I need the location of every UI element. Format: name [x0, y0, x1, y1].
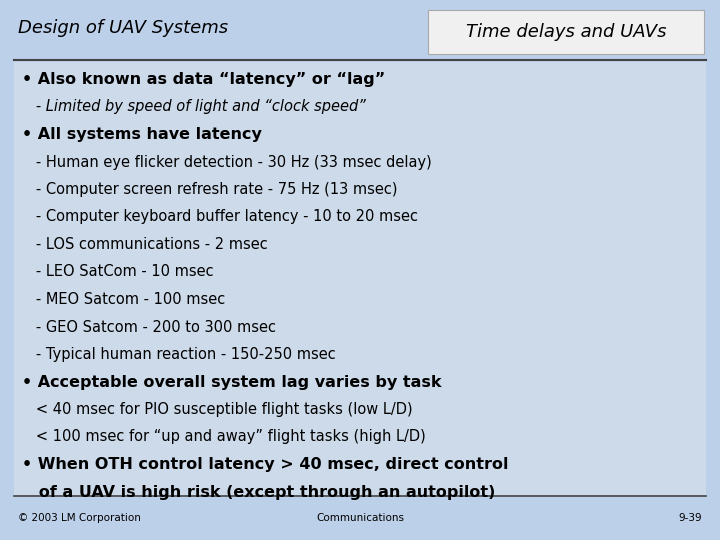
Text: • All systems have latency: • All systems have latency — [22, 127, 262, 142]
FancyBboxPatch shape — [428, 10, 704, 54]
Text: - MEO Satcom - 100 msec: - MEO Satcom - 100 msec — [22, 292, 225, 307]
Text: - LOS communications - 2 msec: - LOS communications - 2 msec — [22, 237, 268, 252]
Text: - Typical human reaction - 150-250 msec: - Typical human reaction - 150-250 msec — [22, 347, 336, 362]
Text: - LEO SatCom - 10 msec: - LEO SatCom - 10 msec — [22, 265, 214, 280]
Text: Design of UAV Systems: Design of UAV Systems — [18, 19, 228, 37]
Text: Communications: Communications — [316, 513, 404, 523]
FancyBboxPatch shape — [14, 62, 706, 495]
Text: of a UAV is high risk (except through an autopilot): of a UAV is high risk (except through an… — [22, 484, 495, 500]
Text: - Computer keyboard buffer latency - 10 to 20 msec: - Computer keyboard buffer latency - 10 … — [22, 210, 418, 225]
Text: 9-39: 9-39 — [678, 513, 702, 523]
Text: < 100 msec for “up and away” flight tasks (high L/D): < 100 msec for “up and away” flight task… — [22, 429, 426, 444]
Text: • When OTH control latency > 40 msec, direct control: • When OTH control latency > 40 msec, di… — [22, 457, 508, 472]
Text: - Limited by speed of light and “clock speed”: - Limited by speed of light and “clock s… — [22, 99, 366, 114]
Text: - Computer screen refresh rate - 75 Hz (13 msec): - Computer screen refresh rate - 75 Hz (… — [22, 182, 397, 197]
Text: © 2003 LM Corporation: © 2003 LM Corporation — [18, 513, 141, 523]
Text: • Acceptable overall system lag varies by task: • Acceptable overall system lag varies b… — [22, 375, 441, 389]
Text: - GEO Satcom - 200 to 300 msec: - GEO Satcom - 200 to 300 msec — [22, 320, 276, 334]
Text: Time delays and UAVs: Time delays and UAVs — [466, 23, 666, 41]
Text: • Also known as data “latency” or “lag”: • Also known as data “latency” or “lag” — [22, 72, 385, 87]
Text: - Human eye flicker detection - 30 Hz (33 msec delay): - Human eye flicker detection - 30 Hz (3… — [22, 154, 432, 170]
Text: < 40 msec for PIO susceptible flight tasks (low L/D): < 40 msec for PIO susceptible flight tas… — [22, 402, 413, 417]
